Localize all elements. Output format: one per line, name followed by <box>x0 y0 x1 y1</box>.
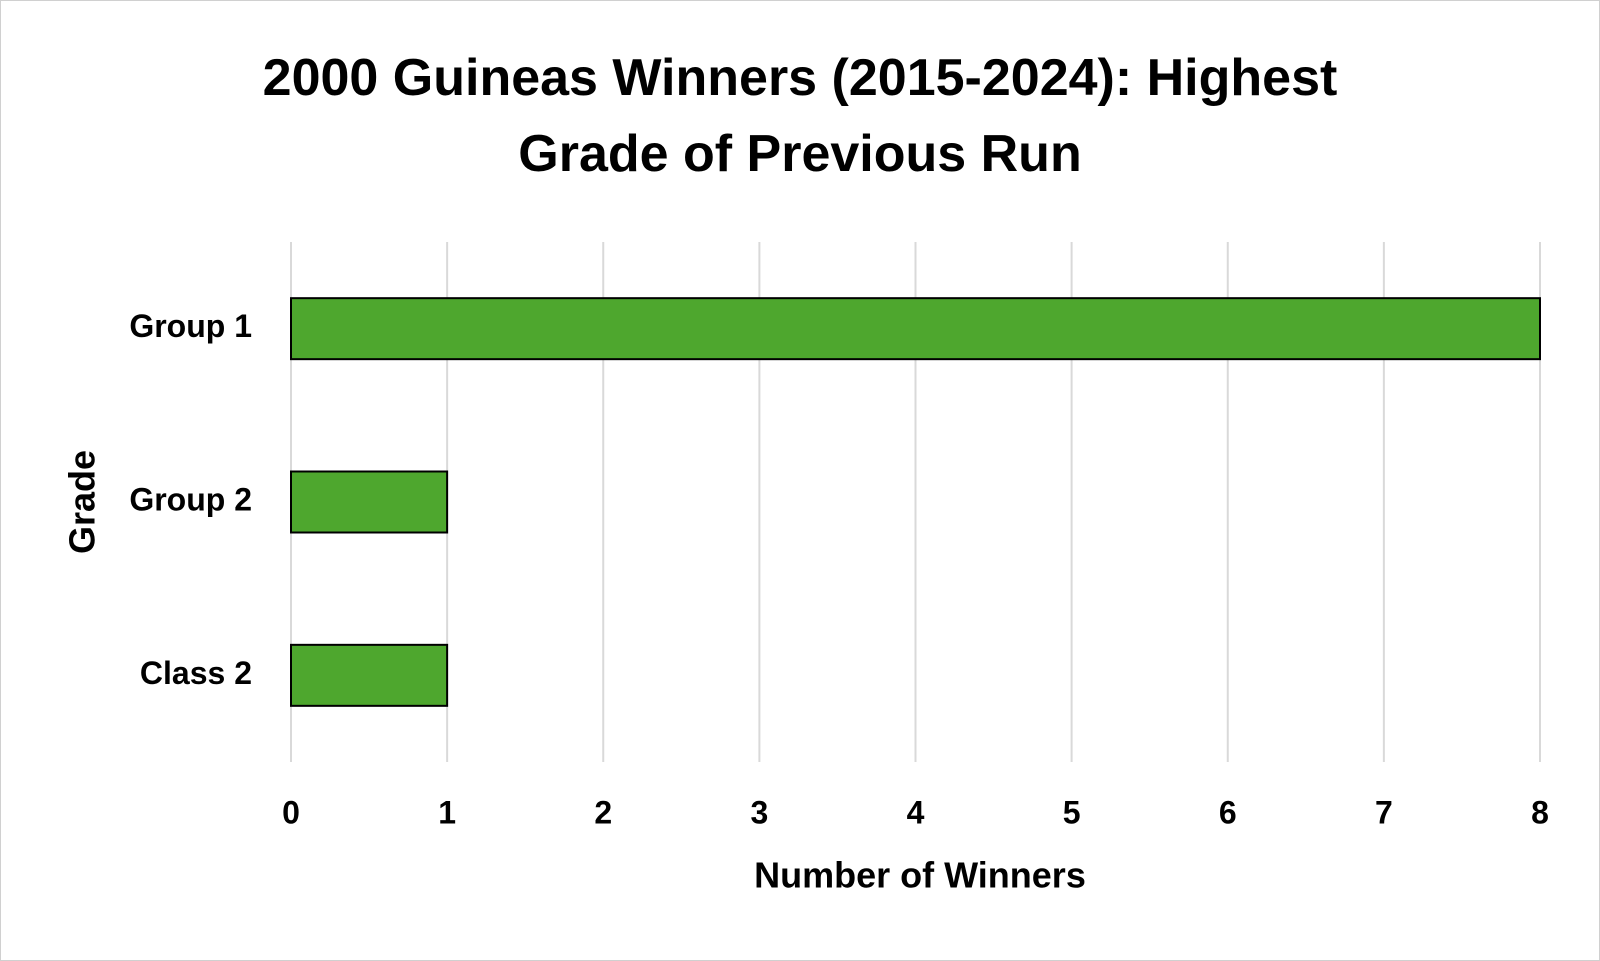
x-tick-label: 1 <box>438 794 456 830</box>
x-tick-label: 0 <box>282 794 300 830</box>
x-tick-label: 3 <box>750 794 768 830</box>
chart-title: 2000 Guineas Winners (2015-2024): Highes… <box>262 49 1338 183</box>
bar <box>290 643 449 707</box>
y-tick-label: Class 2 <box>140 655 252 691</box>
y-tick-label: Group 1 <box>129 308 252 344</box>
x-tick-label: 8 <box>1531 794 1549 830</box>
x-tick-label: 5 <box>1063 794 1081 830</box>
x-tick-label: 6 <box>1219 794 1237 830</box>
x-tick-label: 7 <box>1375 794 1393 830</box>
x-tick-label: 2 <box>594 794 612 830</box>
bar <box>290 297 1541 361</box>
x-axis-label: Number of Winners <box>754 855 1086 896</box>
bar <box>290 470 449 534</box>
x-tick-label: 4 <box>907 794 925 830</box>
y-tick-label: Group 2 <box>129 481 252 517</box>
y-axis-label: Grade <box>62 450 103 554</box>
